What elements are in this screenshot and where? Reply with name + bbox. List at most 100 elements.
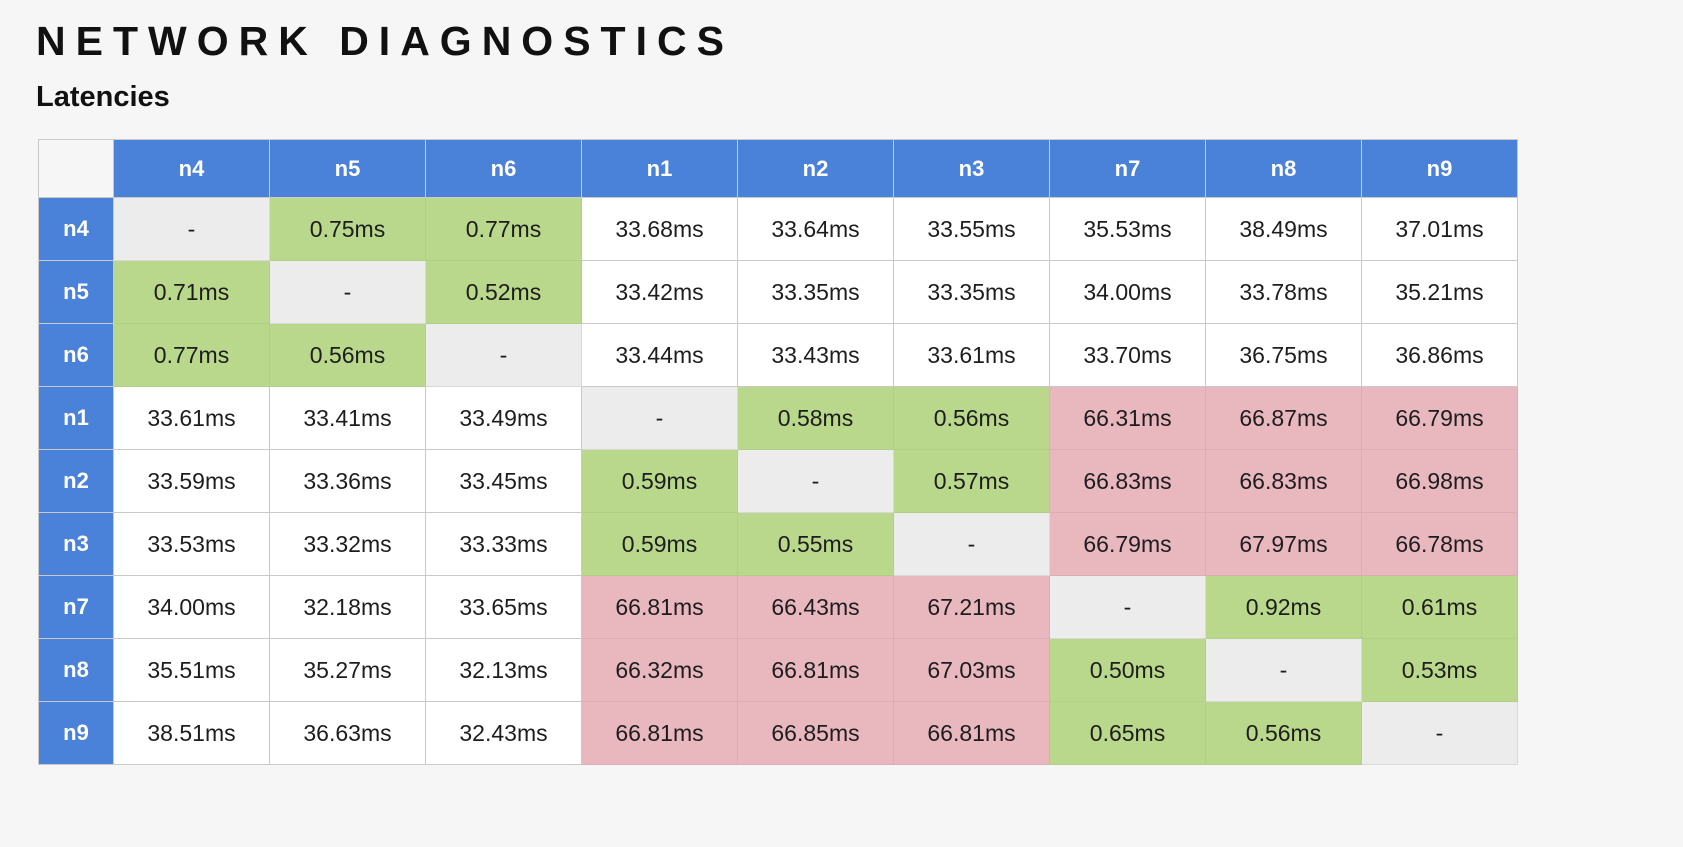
latency-cell-n6-n1: 33.44ms: [581, 323, 738, 388]
latency-cell-n3-n9: 66.78ms: [1361, 512, 1518, 577]
table-row-n5: n5 0.71ms -0.52ms 33.42ms 33.35ms 33.35ms 34.0…: [38, 260, 1518, 325]
table-row-n8: n8 35.51ms 35.27ms 32.13ms 66.32ms 66.81ms 67.…: [38, 638, 1518, 703]
latency-cell-n2-n4: 33.59ms: [113, 449, 270, 514]
table-row-n7: n7 34.00ms 32.18ms 33.65ms 66.81ms 66.43ms 67.…: [38, 575, 1518, 640]
latency-cell-n6-n5: 0.56ms: [269, 323, 426, 388]
latency-cell-n3-n5: 33.32ms: [269, 512, 426, 577]
latency-cell-n6-n8: 36.75ms: [1205, 323, 1362, 388]
row-header-n5: n5: [38, 260, 114, 325]
latency-cell-n4-n8: 38.49ms: [1205, 197, 1362, 262]
latency-cell-n3-n6: 33.33ms: [425, 512, 582, 577]
latency-cell-n3-n4: 33.53ms: [113, 512, 270, 577]
latency-cell-n8-n7: 0.50ms: [1049, 638, 1206, 703]
latency-cell-n4-n7: 35.53ms: [1049, 197, 1206, 262]
latency-cell-n7-n7: -: [1049, 575, 1206, 640]
latency-cell-n5-n1: 33.42ms: [581, 260, 738, 325]
latency-cell-n8-n8: -: [1205, 638, 1362, 703]
latency-cell-n9-n5: 36.63ms: [269, 701, 426, 766]
latency-cell-n7-n4: 34.00ms: [113, 575, 270, 640]
latency-cell-n8-n6: 32.13ms: [425, 638, 582, 703]
latency-cell-n5-n8: 33.78ms: [1205, 260, 1362, 325]
latency-cell-n2-n1: 0.59ms: [581, 449, 738, 514]
latency-cell-n3-n8: 67.97ms: [1205, 512, 1362, 577]
row-header-n8: n8: [38, 638, 114, 703]
table-row-n4: n4-0.75ms 0.77ms 33.68ms 33.64ms 33.55ms 35.5…: [38, 197, 1518, 262]
table-row-n9: n9 38.51ms 36.63ms 32.43ms 66.81ms 66.85ms 66.…: [38, 701, 1518, 766]
latency-cell-n6-n3: 33.61ms: [893, 323, 1050, 388]
latency-cell-n4-n1: 33.68ms: [581, 197, 738, 262]
table-row-n3: n3 33.53ms 33.32ms 33.33ms 0.59ms 0.55ms -66.7…: [38, 512, 1518, 577]
latency-cell-n2-n8: 66.83ms: [1205, 449, 1362, 514]
latency-cell-n2-n5: 33.36ms: [269, 449, 426, 514]
latency-cell-n9-n4: 38.51ms: [113, 701, 270, 766]
latency-cell-n9-n6: 32.43ms: [425, 701, 582, 766]
latency-cell-n3-n3: -: [893, 512, 1050, 577]
latency-cell-n7-n9: 0.61ms: [1361, 575, 1518, 640]
latency-cell-n3-n7: 66.79ms: [1049, 512, 1206, 577]
latency-cell-n5-n3: 33.35ms: [893, 260, 1050, 325]
latency-cell-n8-n5: 35.27ms: [269, 638, 426, 703]
latency-cell-n7-n1: 66.81ms: [581, 575, 738, 640]
latency-cell-n2-n7: 66.83ms: [1049, 449, 1206, 514]
latency-cell-n9-n9: -: [1361, 701, 1518, 766]
latency-cell-n8-n9: 0.53ms: [1361, 638, 1518, 703]
latency-cell-n4-n2: 33.64ms: [737, 197, 894, 262]
column-header-n9: n9: [1361, 139, 1518, 199]
corner-cell: [38, 139, 114, 199]
latency-cell-n4-n4: -: [113, 197, 270, 262]
latency-cell-n8-n1: 66.32ms: [581, 638, 738, 703]
latency-cell-n5-n7: 34.00ms: [1049, 260, 1206, 325]
latency-cell-n8-n4: 35.51ms: [113, 638, 270, 703]
row-header-n2: n2: [38, 449, 114, 514]
page-title: NETWORK DIAGNOSTICS: [36, 18, 734, 64]
latency-cell-n6-n9: 36.86ms: [1361, 323, 1518, 388]
row-header-n6: n6: [38, 323, 114, 388]
latency-table-body: n4-0.75ms 0.77ms 33.68ms 33.64ms 33.55ms 35.5…: [38, 197, 1518, 766]
column-header-n4: n4: [113, 139, 270, 199]
row-header-n3: n3: [38, 512, 114, 577]
row-header-n4: n4: [38, 197, 114, 262]
latency-cell-n4-n6: 0.77ms: [425, 197, 582, 262]
latency-cell-n5-n5: -: [269, 260, 426, 325]
latency-cell-n4-n9: 37.01ms: [1361, 197, 1518, 262]
latency-cell-n9-n7: 0.65ms: [1049, 701, 1206, 766]
latency-cell-n2-n2: -: [737, 449, 894, 514]
latency-cell-n2-n9: 66.98ms: [1361, 449, 1518, 514]
section-title: Latencies: [36, 81, 170, 114]
latency-cell-n1-n5: 33.41ms: [269, 386, 426, 451]
latency-cell-n2-n6: 33.45ms: [425, 449, 582, 514]
latency-cell-n6-n7: 33.70ms: [1049, 323, 1206, 388]
column-header-n1: n1: [581, 139, 738, 199]
latency-cell-n9-n2: 66.85ms: [737, 701, 894, 766]
latency-cell-n5-n6: 0.52ms: [425, 260, 582, 325]
latency-cell-n6-n6: -: [425, 323, 582, 388]
row-header-n9: n9: [38, 701, 114, 766]
latency-cell-n1-n7: 66.31ms: [1049, 386, 1206, 451]
latency-cell-n7-n2: 66.43ms: [737, 575, 894, 640]
latency-cell-n1-n1: -: [581, 386, 738, 451]
latency-cell-n7-n6: 33.65ms: [425, 575, 582, 640]
latency-cell-n1-n2: 0.58ms: [737, 386, 894, 451]
latency-cell-n1-n9: 66.79ms: [1361, 386, 1518, 451]
latency-cell-n2-n3: 0.57ms: [893, 449, 1050, 514]
latency-cell-n1-n3: 0.56ms: [893, 386, 1050, 451]
latency-cell-n6-n4: 0.77ms: [113, 323, 270, 388]
latency-table-head: n4 n5 n6 n1 n2 n3 n7 n8 n9: [38, 139, 1518, 199]
latency-cell-n9-n3: 66.81ms: [893, 701, 1050, 766]
table-row-n1: n1 33.61ms 33.41ms 33.49ms -0.58ms 0.56ms 66.3…: [38, 386, 1518, 451]
column-header-n5: n5: [269, 139, 426, 199]
column-header-n3: n3: [893, 139, 1050, 199]
latency-cell-n1-n8: 66.87ms: [1205, 386, 1362, 451]
table-row-n2: n2 33.59ms 33.36ms 33.45ms 0.59ms -0.57ms 66.8…: [38, 449, 1518, 514]
latency-cell-n3-n2: 0.55ms: [737, 512, 894, 577]
latency-cell-n1-n6: 33.49ms: [425, 386, 582, 451]
latency-cell-n9-n8: 0.56ms: [1205, 701, 1362, 766]
column-header-n2: n2: [737, 139, 894, 199]
latency-cell-n8-n2: 66.81ms: [737, 638, 894, 703]
latency-cell-n4-n5: 0.75ms: [269, 197, 426, 262]
table-row-n6: n6 0.77ms 0.56ms -33.44ms 33.43ms 33.61ms 33.7…: [38, 323, 1518, 388]
row-header-n1: n1: [38, 386, 114, 451]
latency-cell-n5-n4: 0.71ms: [113, 260, 270, 325]
column-header-n6: n6: [425, 139, 582, 199]
